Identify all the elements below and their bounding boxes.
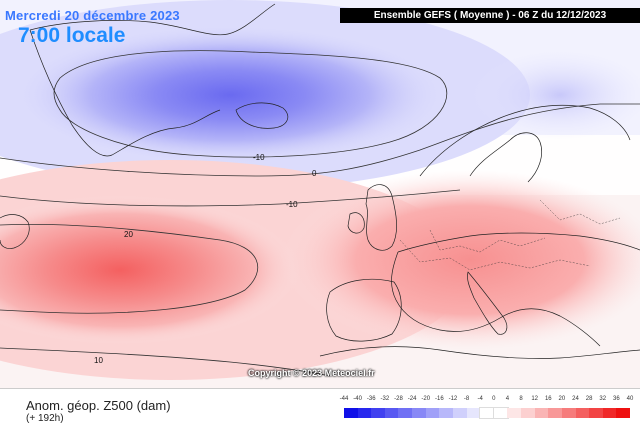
copyright-text: Copyright © 2023 Meteociel.fr: [248, 368, 375, 378]
scale-swatch: [492, 407, 509, 419]
scale-swatch: [602, 408, 617, 418]
scale-swatch: [398, 408, 413, 418]
red-anomaly-core: [0, 195, 300, 345]
scale-swatch: [466, 408, 481, 418]
scale-tick-label: -4: [477, 396, 483, 402]
scale-swatch: [384, 408, 399, 418]
scale-swatch: [344, 408, 359, 418]
forecast-date: Mercredi 20 décembre 2023: [5, 8, 180, 23]
contour-minus10: [53, 50, 448, 158]
legend-bar: Anom. géop. Z500 (dam) (+ 192h) -44 -40 -3…: [0, 388, 640, 428]
scale-tick-label: 32: [599, 396, 607, 402]
scale-tick-label: 8: [519, 396, 523, 402]
scale-tick-label: 4: [505, 396, 510, 402]
lead-time-label: (+ 192h): [26, 413, 64, 424]
europe-coast: [391, 232, 640, 347]
scale-swatch: [507, 408, 522, 418]
scale-tick-label: 16: [544, 396, 552, 402]
contour-label-2: 0: [312, 169, 317, 178]
contour-zero: [0, 103, 640, 177]
variable-label: Anom. géop. Z500 (dam): [26, 398, 171, 413]
red-anomaly-east: [280, 170, 640, 350]
scale-swatch: [589, 408, 604, 418]
north-africa-coast: [319, 346, 640, 359]
scale-tick-label: -16: [434, 396, 444, 402]
blue-anomaly-core: [15, 25, 445, 165]
contour-10-lower: [0, 347, 331, 377]
contour-label-4: 20: [124, 230, 133, 239]
scandinavia-coast: [419, 104, 631, 183]
scale-tick-label: -40: [353, 396, 362, 402]
borders-east: [539, 199, 621, 225]
newfoundland-coast: [0, 214, 30, 249]
scale-tick-label: -20: [421, 396, 431, 402]
scale-tick-label: 28: [585, 396, 593, 402]
iceland-coast: [235, 102, 289, 129]
scale-tick-label: -24: [407, 396, 417, 402]
borders-central: [429, 229, 546, 253]
scale-swatch: [561, 408, 576, 418]
italy-coast: [467, 271, 508, 335]
contour-minus10-lower: [0, 189, 461, 207]
color-scale: -44 -40 -36 -32 -28 -24 -20 -16 -12 -8 -4 0 4 8 12 16 20…: [340, 394, 633, 424]
scale-tick-label: 20: [558, 396, 566, 402]
scale-swatch: [371, 408, 386, 418]
scale-tick-label: 12: [531, 396, 538, 402]
british-isles-coast: [347, 184, 397, 251]
contour-label-1: -10: [253, 153, 265, 162]
scale-tick-label: -12: [448, 396, 458, 402]
scale-tick-label: 24: [572, 396, 579, 402]
scale-swatch: [452, 408, 468, 418]
contour-label-5: 10: [94, 356, 103, 365]
scale-tick-label: -44: [339, 396, 349, 402]
scale-swatch: [425, 408, 440, 418]
scale-swatch: [616, 408, 631, 418]
iberia-coast: [326, 278, 402, 342]
scale-swatch: [412, 408, 427, 418]
scale-tick-label: 36: [613, 396, 620, 402]
scale-tick-label: -32: [380, 396, 390, 402]
scale-swatch: [521, 408, 536, 418]
contour-20: [0, 223, 259, 314]
scale-swatch: [534, 408, 549, 418]
scale-swatch: [479, 407, 496, 419]
borders-west: [399, 239, 591, 271]
contour-label-3: -10: [286, 200, 298, 209]
blue-anomaly-northeast: [470, 50, 640, 140]
scale-tick-label: 40: [626, 396, 634, 402]
scale-tick-label: -28: [394, 396, 403, 402]
scale-swatch: [575, 408, 590, 418]
scale-tick-label: -36: [366, 396, 376, 402]
scale-swatch: [357, 408, 372, 418]
scale-tick-label: 0: [492, 396, 496, 402]
scale-tick-label: -8: [463, 396, 470, 402]
weather-map: -10 0 -10 20 10: [0, 0, 640, 388]
scale-swatch: [548, 408, 563, 418]
greenland-coast: [29, 3, 276, 157]
forecast-time: 7:00 locale: [18, 24, 126, 47]
model-run-banner: Ensemble GEFS ( Moyenne ) - 06 Z du 12/1…: [340, 8, 640, 23]
scale-swatch: [439, 408, 454, 418]
